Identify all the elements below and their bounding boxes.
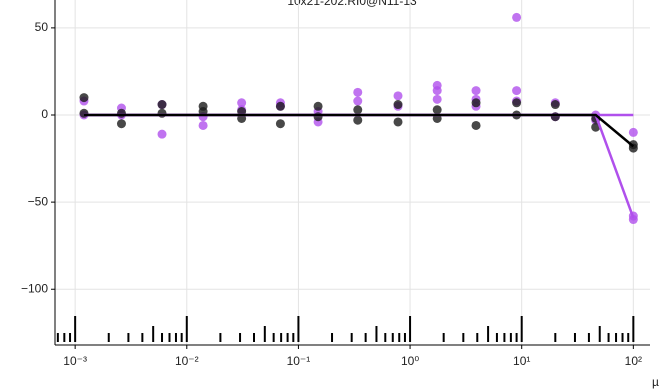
point	[275, 101, 285, 111]
point	[512, 12, 522, 22]
point	[313, 112, 323, 122]
point	[353, 87, 363, 97]
x-tick-label: 10⁻²	[175, 354, 199, 368]
x-axis-label: µ	[652, 375, 659, 389]
point	[432, 105, 442, 115]
point	[550, 100, 560, 110]
point	[198, 120, 208, 130]
point	[591, 122, 601, 132]
point	[393, 100, 403, 110]
point	[471, 98, 481, 108]
grid	[55, 0, 650, 345]
point	[432, 94, 442, 104]
point	[550, 112, 560, 122]
y-tick-label: 0	[41, 107, 48, 121]
y-tick-label: −50	[28, 194, 49, 208]
point	[79, 108, 89, 118]
x-tick-label: 10²	[625, 354, 642, 368]
point	[628, 215, 638, 225]
y-tick-label: −100	[21, 281, 48, 295]
point	[237, 98, 247, 108]
point	[313, 101, 323, 111]
point	[393, 117, 403, 127]
point	[471, 120, 481, 130]
fit-line	[83, 113, 635, 148]
point	[353, 105, 363, 115]
point	[353, 96, 363, 106]
point	[512, 86, 522, 96]
point	[471, 86, 481, 96]
point	[353, 115, 363, 125]
point	[79, 93, 89, 103]
point	[512, 98, 522, 108]
y-tick-label: 50	[35, 20, 49, 34]
point	[157, 100, 167, 110]
point	[432, 86, 442, 96]
point	[157, 108, 167, 118]
point	[157, 129, 167, 139]
point	[116, 108, 126, 118]
x-tick-label: 10¹	[513, 354, 530, 368]
point	[393, 91, 403, 101]
x-tick-label: 10⁰	[401, 354, 419, 368]
chart-title: 10x21-202.RI0@N11-13	[287, 0, 417, 8]
point	[628, 127, 638, 137]
point	[275, 119, 285, 129]
x-tick-label: 10⁻³	[63, 354, 87, 368]
point	[116, 119, 126, 129]
x-tick-label: 10⁻¹	[287, 354, 311, 368]
